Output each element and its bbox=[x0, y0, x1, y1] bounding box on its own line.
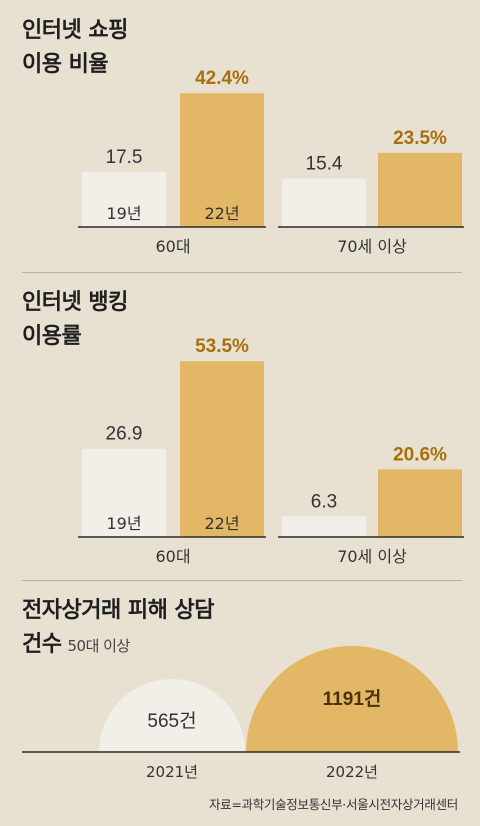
complaints-title-line2: 건수 bbox=[22, 632, 62, 657]
shopping-bar-chart: 17.5 19년 42.4% 22년 60대 15.4 23.5% 70세 이상 bbox=[78, 68, 464, 256]
shopping-title-line2: 이용 비율 bbox=[22, 52, 109, 77]
banking-category-label: 60대 bbox=[155, 547, 190, 566]
complaints-year-label: 2021년 bbox=[146, 763, 198, 781]
banking-series-label: 19년 bbox=[106, 514, 141, 533]
banking-title-line1: 인터넷 뱅킹 bbox=[22, 290, 128, 315]
shopping-category-label: 60대 bbox=[155, 237, 190, 256]
complaints-value-label: 565건 bbox=[147, 710, 196, 732]
banking-value-label: 20.6% bbox=[393, 444, 447, 465]
shopping-category-label: 70세 이상 bbox=[337, 237, 407, 256]
shopping-bar-22-0 bbox=[180, 93, 264, 228]
complaints-title: 전자상거래 피해 상담 건수 50대 이상 bbox=[22, 594, 214, 663]
banking-value-label: 53.5% bbox=[195, 336, 249, 357]
complaints-semicircle-0 bbox=[98, 678, 246, 752]
banking-bar-chart: 26.9 19년 53.5% 22년 60대 6.3 20.6% 70세 이상 bbox=[78, 336, 464, 566]
shopping-title-line1: 인터넷 쇼핑 bbox=[22, 18, 128, 43]
shopping-value-label: 42.4% bbox=[195, 68, 249, 89]
banking-title: 인터넷 뱅킹 이용률 bbox=[22, 286, 128, 354]
shopping-bar-22-1 bbox=[378, 152, 462, 227]
complaints-value-label: 1191건 bbox=[323, 688, 382, 710]
complaints-subtitle: 50대 이상 bbox=[67, 637, 130, 655]
complaints-title-line2-wrap: 건수 50대 이상 bbox=[22, 628, 214, 663]
complaints-semicircle-1 bbox=[246, 646, 458, 752]
banking-bar-22-1 bbox=[378, 469, 462, 537]
section-divider bbox=[22, 580, 462, 581]
banking-value-label: 6.3 bbox=[311, 491, 337, 512]
banking-series-label: 22년 bbox=[204, 514, 239, 533]
source-note: 자료=과학기술정보통신부·서울시전자상거래센터 bbox=[208, 797, 458, 812]
complaints-semicircle-chart: 565건 2021년 1191건 2022년 bbox=[22, 646, 460, 781]
complaints-year-label: 2022년 bbox=[326, 763, 378, 781]
shopping-title: 인터넷 쇼핑 이용 비율 bbox=[22, 14, 128, 82]
banking-bar-22-0 bbox=[180, 361, 264, 537]
shopping-bar-19-0 bbox=[82, 171, 166, 227]
shopping-series-label: 22년 bbox=[204, 204, 239, 223]
banking-bar-19-1 bbox=[282, 516, 366, 537]
banking-title-line2: 이용률 bbox=[22, 324, 82, 349]
complaints-title-line1: 전자상거래 피해 상담 bbox=[22, 598, 214, 623]
banking-category-label: 70세 이상 bbox=[337, 547, 407, 566]
section-divider bbox=[22, 272, 462, 273]
shopping-value-label: 23.5% bbox=[393, 128, 447, 149]
banking-value-label: 26.9 bbox=[106, 424, 143, 445]
banking-bar-19-0 bbox=[82, 448, 166, 537]
shopping-value-label: 15.4 bbox=[306, 153, 343, 174]
shopping-series-label: 19년 bbox=[106, 204, 141, 223]
shopping-value-label: 17.5 bbox=[106, 147, 143, 168]
shopping-bar-19-1 bbox=[282, 178, 366, 227]
